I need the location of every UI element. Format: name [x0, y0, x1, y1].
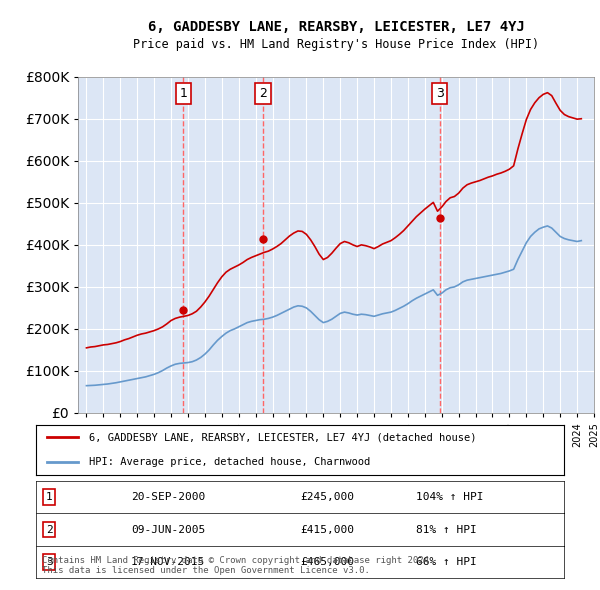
Text: Price paid vs. HM Land Registry's House Price Index (HPI): Price paid vs. HM Land Registry's House …: [133, 38, 539, 51]
Text: 2: 2: [259, 87, 267, 100]
Text: 20-SEP-2000: 20-SEP-2000: [131, 492, 205, 502]
Text: £465,000: £465,000: [300, 557, 354, 567]
Text: 1: 1: [179, 87, 187, 100]
Text: 3: 3: [436, 87, 443, 100]
Text: 6, GADDESBY LANE, REARSBY, LEICESTER, LE7 4YJ: 6, GADDESBY LANE, REARSBY, LEICESTER, LE…: [148, 19, 524, 34]
Text: 3: 3: [46, 557, 53, 567]
Text: HPI: Average price, detached house, Charnwood: HPI: Average price, detached house, Char…: [89, 457, 370, 467]
Text: £415,000: £415,000: [300, 525, 354, 535]
Text: 104% ↑ HPI: 104% ↑ HPI: [416, 492, 484, 502]
Text: 81% ↑ HPI: 81% ↑ HPI: [416, 525, 477, 535]
Text: 09-JUN-2005: 09-JUN-2005: [131, 525, 205, 535]
Text: 6, GADDESBY LANE, REARSBY, LEICESTER, LE7 4YJ (detached house): 6, GADDESBY LANE, REARSBY, LEICESTER, LE…: [89, 432, 476, 442]
Text: 17-NOV-2015: 17-NOV-2015: [131, 557, 205, 567]
Text: 66% ↑ HPI: 66% ↑ HPI: [416, 557, 477, 567]
Text: Contains HM Land Registry data © Crown copyright and database right 2024.
This d: Contains HM Land Registry data © Crown c…: [42, 556, 434, 575]
Text: 1: 1: [46, 492, 53, 502]
Text: 2: 2: [46, 525, 53, 535]
Text: £245,000: £245,000: [300, 492, 354, 502]
